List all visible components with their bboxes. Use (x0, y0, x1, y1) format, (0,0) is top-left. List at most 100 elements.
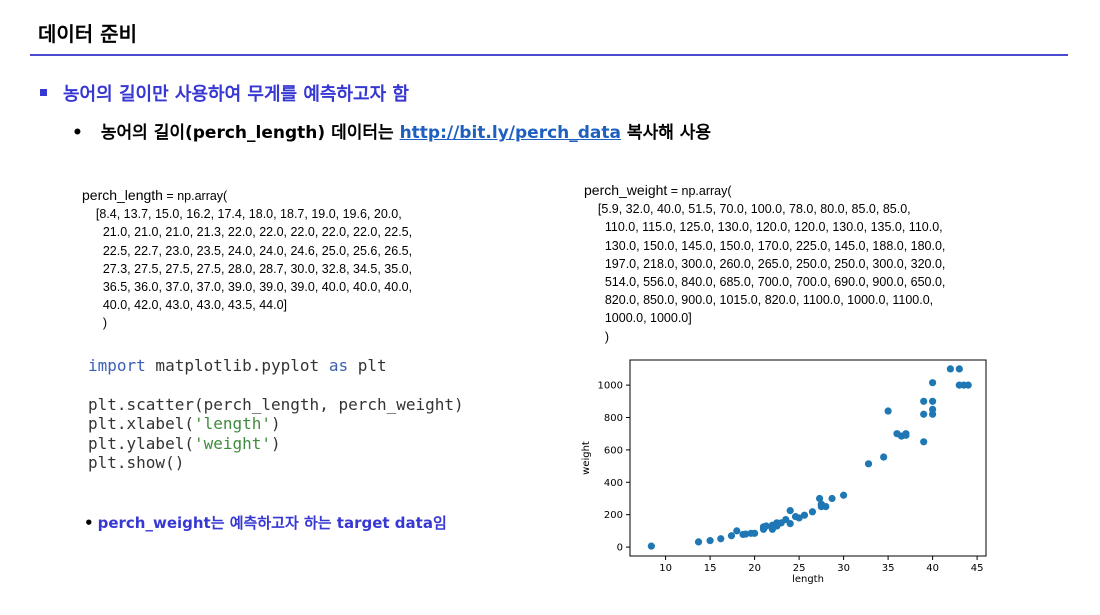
code-alias: plt (348, 356, 387, 375)
scatter-point (828, 494, 836, 503)
x-tick-label: 45 (971, 563, 984, 574)
title-divider (30, 54, 1068, 56)
scatter-point (742, 530, 750, 538)
perch-length-array-block: perch_length = np.array( [8.4, 13.7, 15.… (82, 186, 412, 333)
scatter-point (929, 379, 937, 387)
length-array-call: = np.array( (162, 189, 228, 203)
main-bullet: 농어의 길이만 사용하여 무게를 예측하고자 함 (40, 80, 409, 106)
scatter-point (717, 535, 725, 543)
x-tick-label: 10 (659, 563, 672, 574)
code-module: matplotlib.pyplot (145, 356, 329, 375)
scatter-point (964, 381, 972, 389)
scatter-point (815, 494, 824, 503)
length-array-line: ) (82, 316, 107, 331)
sub-bullet-marker: • (72, 123, 83, 143)
y-axis-label: weight (581, 441, 592, 475)
x-tick-label: 30 (837, 563, 850, 574)
code-line-import: import matplotlib.pyplot as plt (88, 356, 464, 375)
scatter-point (786, 520, 794, 528)
weight-array-line: 514.0, 556.0, 840.0, 685.0, 700.0, 700.0… (584, 275, 946, 290)
scatter-point (822, 503, 830, 511)
sub-bullet-suffix: 복사해 사용 (621, 123, 712, 143)
y-tick-label: 400 (604, 478, 623, 489)
target-note: • perch_weight는 예측하고자 하는 target data임 (84, 512, 447, 533)
scatter-point (751, 529, 759, 537)
x-tick-label: 15 (704, 563, 717, 574)
x-tick-label: 25 (793, 563, 806, 574)
scatter-point (727, 532, 736, 540)
perch-weight-array-block: perch_weight = np.array( [5.9, 32.0, 40.… (584, 181, 945, 346)
keyword-as: as (328, 356, 349, 375)
code-call: plt.xlabel( (88, 414, 194, 434)
length-array-line: 22.5, 22.7, 23.0, 23.5, 24.0, 24.0, 24.6… (82, 243, 413, 258)
scatter-point (864, 460, 873, 468)
main-bullet-text: 농어의 길이만 사용하여 무게를 예측하고자 함 (63, 84, 409, 105)
scatter-point (902, 431, 910, 439)
y-tick-label: 600 (604, 445, 623, 456)
scatter-point (929, 397, 937, 405)
weight-array-line: 820.0, 850.0, 900.0, 1015.0, 820.0, 1100… (584, 293, 934, 308)
scatter-point (762, 522, 770, 530)
x-axis-ticks: 10 15 20 25 30 35 40 45 (659, 556, 983, 574)
perch-data-link[interactable]: http://bit.ly/perch_data (399, 123, 622, 143)
x-tick-label: 20 (748, 563, 761, 574)
plot-frame (629, 359, 987, 557)
code-string: 'length' (193, 414, 272, 434)
x-axis-label: length (792, 574, 824, 585)
scatter-point (946, 365, 954, 373)
code-line-scatter: plt.scatter(perch_length, perch_weight) (88, 395, 464, 415)
weight-array-line: 197.0, 218.0, 300.0, 260.0, 265.0, 250.0… (584, 256, 946, 271)
scatter-point (795, 514, 803, 522)
weight-array-line: 130.0, 150.0, 145.0, 150.0, 170.0, 225.0… (584, 238, 946, 253)
length-array-line: 40.0, 42.0, 43.0, 43.0, 43.5, 44.0] (82, 298, 288, 313)
weight-array-header: perch_weight = np.array( (584, 181, 945, 200)
weight-array-line: 110.0, 115.0, 125.0, 130.0, 120.0, 120.0… (584, 220, 943, 235)
length-array-line: [8.4, 13.7, 15.0, 16.2, 17.4, 18.0, 18.7… (82, 207, 402, 222)
code-line-show: plt.show() (88, 452, 185, 472)
y-tick-label: 1000 (598, 381, 623, 392)
scatter-points (647, 365, 972, 550)
y-tick-label: 200 (604, 510, 623, 521)
code-call: plt.ylabel( (88, 433, 194, 453)
length-array-header: perch_length = np.array( (82, 186, 412, 205)
code-line-xlabel: plt.xlabel('length') (88, 414, 464, 433)
x-tick-label: 35 (882, 563, 895, 574)
python-code-block: import matplotlib.pyplot as plt plt.scatt… (88, 356, 464, 472)
scatter-plot: 10 15 20 25 30 35 40 45 0 200 400 600 800 1000 lengt… (581, 359, 987, 585)
sub-bullet-prefix: 농어의 길이(perch_length) 데이터는 (100, 123, 400, 143)
scatter-point (808, 508, 817, 516)
length-var-name: perch_length (82, 187, 163, 203)
length-array-line: 21.0, 21.0, 21.0, 21.3, 22.0, 22.0, 22.0… (82, 225, 413, 240)
weight-array-line: 1000.0, 1000.0] (584, 311, 692, 326)
scatter-point (880, 453, 888, 461)
slide-title: 데이터 준비 (38, 22, 137, 46)
scatter-point (884, 407, 892, 415)
code-string: 'weight' (193, 433, 272, 453)
scatter-point (920, 410, 928, 418)
scatter-point (893, 430, 901, 438)
weight-array-line: ) (584, 329, 609, 344)
y-tick-label: 0 (617, 543, 623, 554)
weight-var-name: perch_weight (584, 182, 668, 198)
scatter-point (840, 491, 848, 499)
weight-array-line: [5.9, 32.0, 40.0, 51.5, 70.0, 100.0, 78.… (584, 202, 911, 217)
length-array-line: 27.3, 27.5, 27.5, 27.5, 28.0, 28.7, 30.0… (82, 261, 413, 276)
scatter-point (920, 397, 928, 405)
scatter-point (929, 410, 937, 418)
keyword-import: import (88, 356, 146, 375)
code-paren: ) (271, 414, 281, 434)
scatter-point (920, 438, 928, 446)
code-line-ylabel: plt.ylabel('weight') (88, 434, 464, 453)
sub-bullet: • 농어의 길이(perch_length) 데이터는 http://bit.ly… (72, 118, 711, 143)
y-axis-ticks: 0 200 400 600 800 1000 (598, 381, 630, 554)
scatter-point (647, 542, 655, 550)
note-marker: • (84, 514, 94, 532)
code-paren: ) (271, 433, 281, 453)
code-blank-line (88, 375, 464, 395)
weight-array-call: = np.array( (667, 184, 732, 198)
scatter-point (733, 527, 741, 535)
length-array-line: 36.5, 36.0, 37.0, 37.0, 39.0, 39.0, 39.0… (82, 280, 413, 295)
scatter-point (800, 511, 809, 519)
scatter-point (706, 537, 714, 545)
note-text: perch_weight는 예측하고자 하는 target data임 (97, 514, 447, 532)
